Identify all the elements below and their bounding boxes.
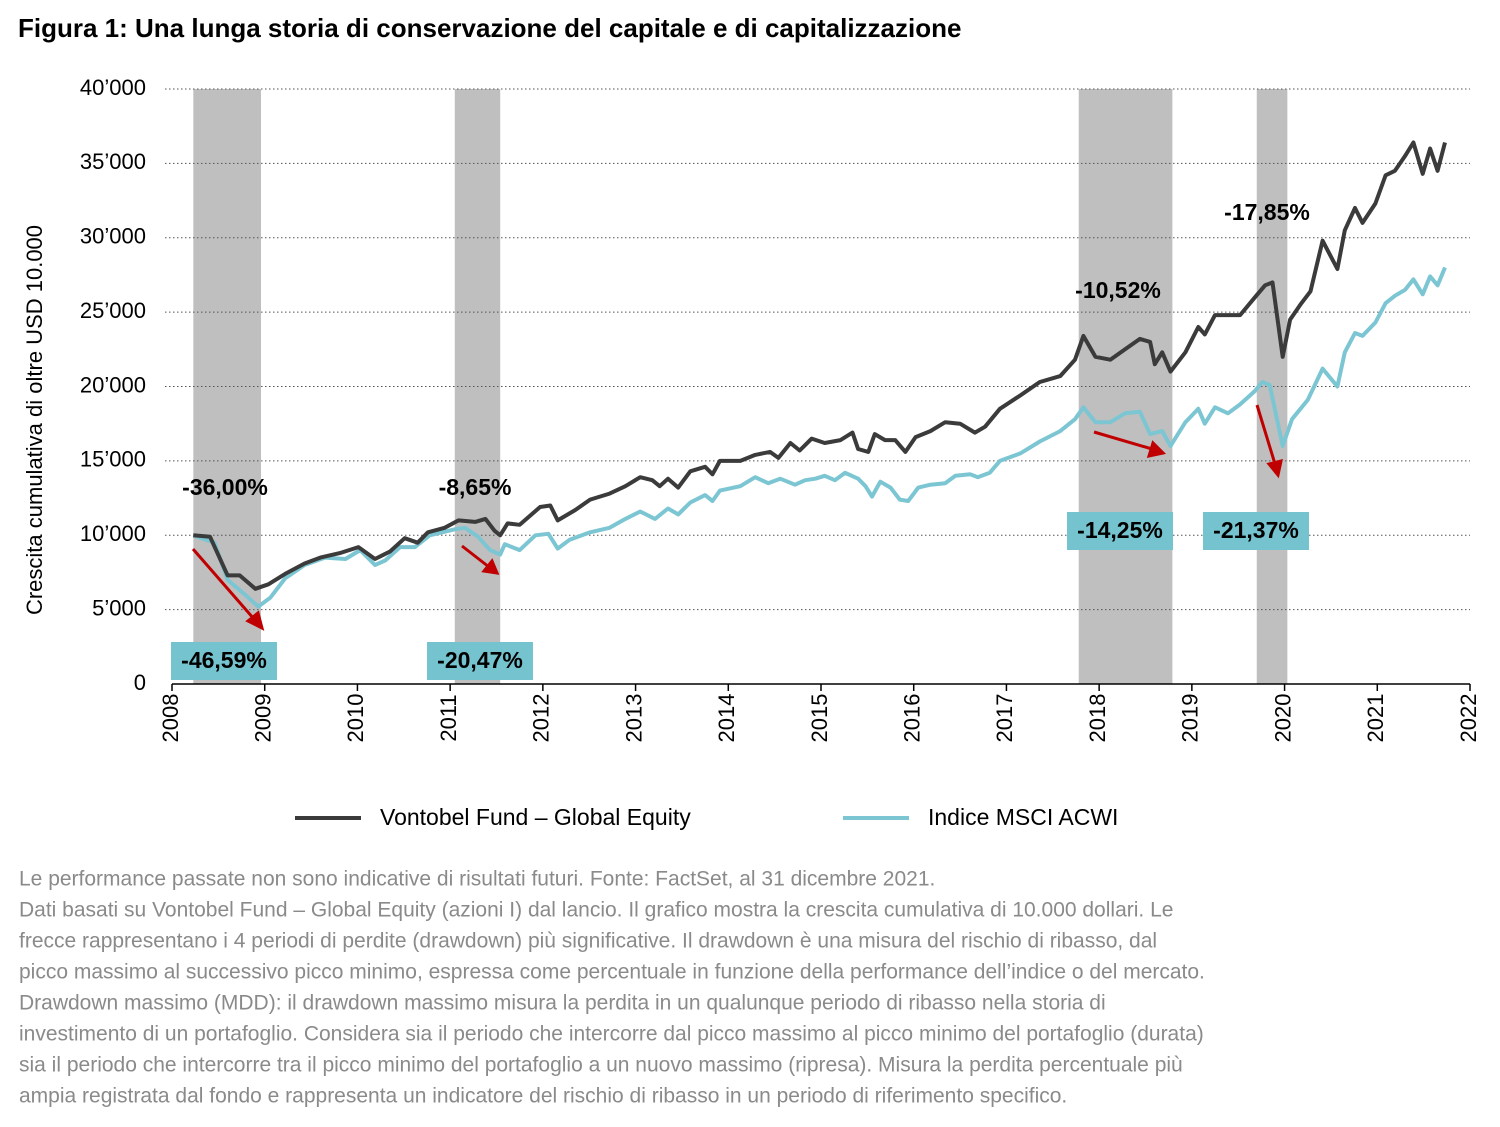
- y-tick-label: 35’000: [80, 149, 146, 174]
- x-tick-label: 2010: [343, 694, 368, 743]
- y-tick-label: 5’000: [92, 595, 146, 620]
- arrow-head: [1266, 458, 1283, 479]
- arrow-head: [245, 610, 265, 631]
- x-tick-label: 2014: [714, 694, 739, 743]
- footnote: Le performance passate non sono indicati…: [19, 868, 935, 891]
- footnote: Drawdown massimo (MDD): il drawdown mass…: [19, 992, 1106, 1015]
- arrow: [1255, 404, 1277, 465]
- arrow: [461, 544, 490, 569]
- annotation: -8,65%: [439, 474, 512, 500]
- x-tick-label: 2016: [900, 694, 925, 743]
- series-line: [192, 266, 1447, 609]
- y-tick-label: 15’000: [80, 447, 146, 472]
- footnote: investimento di un portafoglio. Consider…: [19, 1023, 1204, 1046]
- arrow: [191, 548, 256, 620]
- x-tick-label: 2013: [621, 694, 646, 743]
- x-tick-label: 2021: [1363, 694, 1388, 743]
- annotation: -36,00%: [182, 474, 268, 500]
- y-tick-label: 10’000: [80, 521, 146, 546]
- annotation: -17,85%: [1224, 199, 1310, 225]
- annotation-box: [1067, 512, 1173, 550]
- boxed-annotation: -21,37%: [1213, 517, 1299, 543]
- x-tick-label: 2018: [1085, 694, 1110, 743]
- y-tick-label: 30’000: [80, 224, 146, 249]
- footnote: ampia registrata dal fondo e rappresenta…: [19, 1085, 1067, 1108]
- y-tick-label: 20’000: [80, 372, 146, 397]
- legend-label: Indice MSCI ACWI: [928, 804, 1118, 830]
- y-tick-label: 25’000: [80, 298, 146, 323]
- arrow-head: [481, 558, 500, 575]
- annotation-box: [171, 642, 277, 680]
- x-tick-label: 2009: [251, 694, 276, 743]
- chart-title: Figura 1: Una lunga storia di conservazi…: [18, 13, 961, 43]
- annotation-box: [427, 642, 533, 680]
- annotation-box: [1203, 512, 1309, 550]
- x-tick-label: 2011: [436, 694, 461, 741]
- y-tick-label: 40’000: [80, 75, 146, 100]
- x-tick-label: 2015: [807, 694, 832, 743]
- y-tick-label: 0: [134, 670, 146, 695]
- footnote: sia il periodo che intercorre tra il pic…: [19, 1054, 1183, 1077]
- annotation: -10,52%: [1075, 277, 1161, 303]
- x-tick-label: 2012: [529, 694, 554, 743]
- arrow-head: [1146, 440, 1167, 459]
- x-tick-label: 2008: [158, 694, 183, 743]
- shaded-period: [193, 89, 262, 684]
- boxed-annotation: -46,59%: [181, 647, 267, 673]
- x-tick-label: 2017: [992, 694, 1017, 743]
- series-line: [193, 140, 1447, 591]
- footnote: picco massimo al successivo picco minimo…: [19, 961, 1205, 984]
- legend-label: Vontobel Fund – Global Equity: [380, 804, 691, 830]
- x-tick-label: 2022: [1456, 694, 1481, 743]
- boxed-annotation: -14,25%: [1077, 517, 1163, 543]
- y-axis-label: Crescita cumulativa di oltre USD 10.000: [22, 225, 47, 615]
- arrows: [191, 404, 1283, 631]
- footnote: Dati basati su Vontobel Fund – Global Eq…: [19, 899, 1173, 922]
- x-tick-label: 2020: [1270, 694, 1295, 743]
- arrow: [1093, 430, 1153, 451]
- footnote: frecce rappresentano i 4 periodi di perd…: [19, 930, 1157, 953]
- boxed-annotation: -20,47%: [437, 647, 523, 673]
- x-tick-label: 2019: [1178, 694, 1203, 743]
